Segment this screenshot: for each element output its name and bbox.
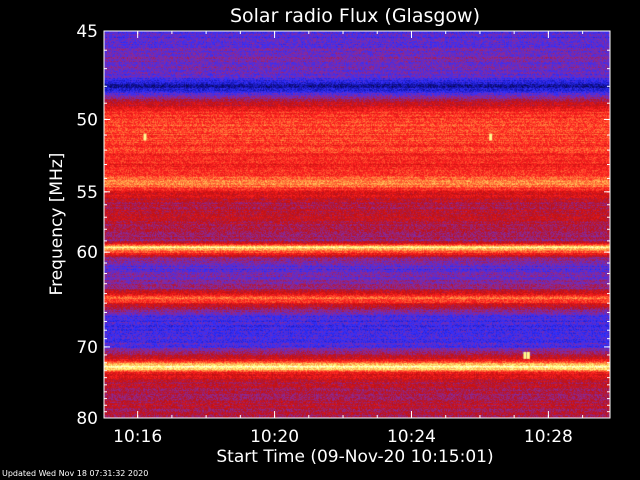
updated-timestamp: Updated Wed Nov 18 07:31:32 2020 (2, 469, 149, 478)
x-tick-label: 10:16 (113, 427, 162, 447)
y-tick-label: 55 (76, 183, 98, 203)
x-tick-label: 10:24 (387, 427, 436, 447)
x-tick-label: 10:20 (250, 427, 299, 447)
y-tick-label: 50 (76, 110, 98, 130)
chart-title: Solar radio Flux (Glasgow) (230, 5, 480, 27)
spectrogram-image (104, 31, 610, 418)
x-axis-label: Start Time (09-Nov-20 10:15:01) (216, 447, 493, 467)
y-axis-label: Frequency [MHz] (47, 153, 67, 296)
axis-ticks: 45 50 55 60 70 80 10:16 10:20 10:24 10:28 (76, 22, 610, 447)
y-tick-label: 60 (76, 243, 98, 263)
y-tick-label: 70 (76, 338, 98, 358)
y-tick-label: 80 (76, 409, 98, 429)
y-tick-label: 45 (76, 22, 98, 42)
plot-frame (103, 30, 611, 419)
x-tick-label: 10:28 (524, 427, 573, 447)
